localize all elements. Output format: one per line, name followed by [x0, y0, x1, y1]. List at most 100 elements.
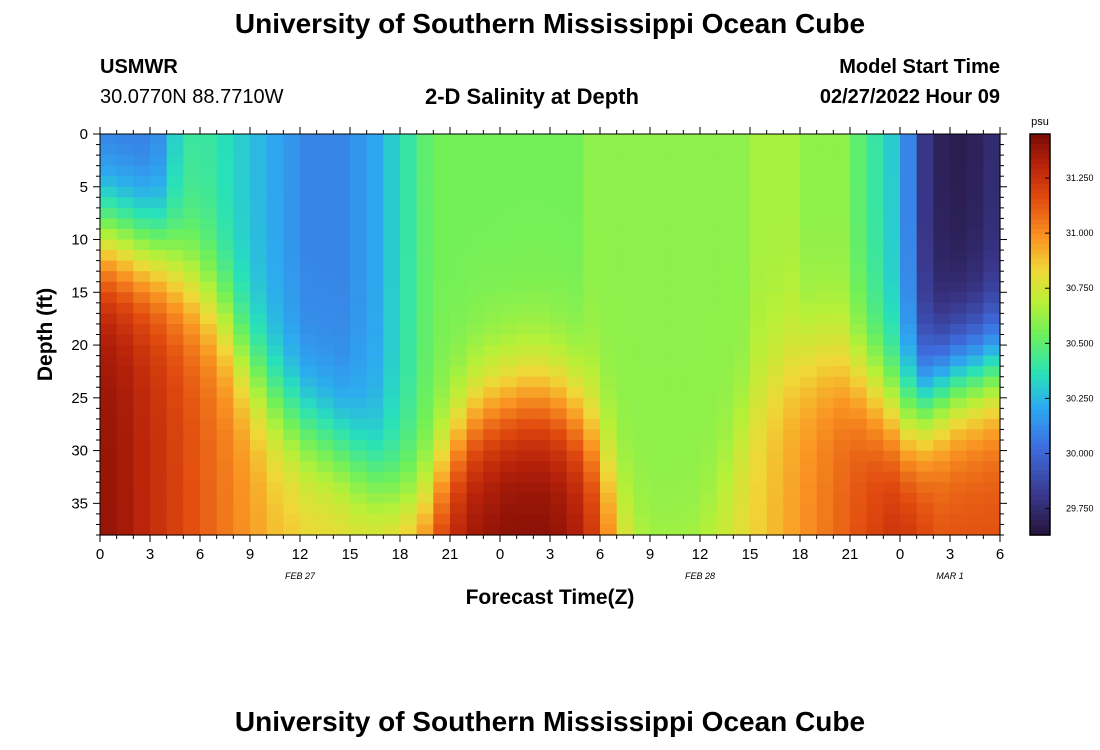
heatmap-cell [600, 461, 618, 473]
heatmap-cell [516, 440, 534, 452]
heatmap-cell [816, 281, 834, 293]
heatmap-cell [300, 218, 318, 230]
heatmap-cell [466, 186, 484, 198]
heatmap-cell [366, 271, 384, 283]
heatmap-cell [216, 313, 234, 325]
heatmap-cell [716, 228, 734, 241]
heatmap-cell [750, 197, 768, 209]
heatmap-cell [766, 260, 784, 272]
heatmap-cell [816, 471, 834, 483]
heatmap-cell [166, 281, 184, 293]
heatmap-cell [516, 397, 534, 409]
heatmap-cell [816, 524, 834, 536]
heatmap-cell [350, 408, 368, 420]
heatmap-cell [183, 513, 201, 526]
heatmap-cell [900, 334, 918, 346]
heatmap-cell [983, 418, 1001, 431]
heatmap-cell [900, 197, 918, 209]
heatmap-cell [133, 513, 151, 526]
heatmap-cell [300, 176, 318, 188]
heatmap-cell [533, 387, 551, 399]
heatmap-cell [550, 165, 568, 177]
heatmap-cell [166, 492, 184, 504]
heatmap-cell [516, 323, 534, 336]
heatmap-cell [216, 144, 234, 156]
heatmap-cell [400, 450, 418, 462]
heatmap-cell [633, 271, 651, 283]
heatmap-cell [216, 492, 234, 504]
heatmap-cell [933, 207, 951, 220]
heatmap-cell [716, 218, 734, 230]
heatmap-cell [233, 524, 251, 536]
heatmap-cell [883, 176, 901, 188]
heatmap-cell [483, 461, 501, 473]
colorbar-segment [1030, 469, 1050, 476]
heatmap-cell [650, 471, 668, 483]
heatmap-cell [716, 334, 734, 346]
colorbar-segment [1030, 154, 1050, 160]
heatmap-cell [683, 218, 701, 230]
colorbar-segment [1030, 164, 1050, 170]
heatmap-cell [683, 155, 701, 167]
heatmap-cell [833, 345, 851, 357]
heatmap-cell [900, 302, 918, 314]
heatmap-cell [533, 134, 551, 146]
heatmap-cell [550, 345, 568, 357]
heatmap-cell [966, 503, 984, 515]
heatmap-cell [116, 408, 134, 420]
heatmap-cell [566, 292, 584, 304]
heatmap-cell [183, 397, 201, 409]
heatmap-cell [850, 186, 868, 198]
heatmap-cell [316, 524, 334, 536]
heatmap-cell [250, 387, 268, 399]
heatmap-cell [666, 281, 684, 293]
heatmap-cell [183, 197, 201, 209]
heatmap-cell [383, 492, 401, 504]
heatmap-cell [900, 429, 918, 441]
heatmap-cell [516, 260, 534, 272]
heatmap-cell [950, 524, 968, 536]
heatmap-cell [650, 397, 668, 409]
heatmap-cell [850, 239, 868, 251]
heatmap-cell [966, 440, 984, 452]
heatmap-cell [616, 440, 634, 452]
heatmap-cell [116, 239, 134, 251]
heatmap-cell [183, 250, 201, 262]
heatmap-cell [216, 155, 234, 167]
heatmap-cell [433, 302, 451, 314]
heatmap-cell [783, 186, 801, 198]
heatmap-cell [433, 323, 451, 336]
heatmap-cell [933, 134, 951, 146]
heatmap-cell [650, 408, 668, 420]
heatmap-cell [416, 345, 434, 357]
heatmap-cell [183, 345, 201, 357]
heatmap-cell [900, 503, 918, 515]
heatmap-cell [833, 482, 851, 494]
heatmap-cell [450, 376, 468, 388]
heatmap-cell [783, 292, 801, 304]
heatmap-cell [350, 461, 368, 473]
heatmap-cell [216, 503, 234, 515]
heatmap-cell [550, 281, 568, 293]
heatmap-cell [883, 207, 901, 220]
heatmap-cell [950, 323, 968, 336]
heatmap-cell [733, 461, 751, 473]
heatmap-cell [150, 134, 168, 146]
heatmap-cell [683, 440, 701, 452]
heatmap-cell [366, 513, 384, 526]
heatmap-cell [666, 503, 684, 515]
heatmap-cell [433, 376, 451, 388]
heatmap-cell [183, 524, 201, 536]
heatmap-cell [866, 176, 884, 188]
heatmap-cell [883, 134, 901, 146]
heatmap-cell [816, 503, 834, 515]
heatmap-cell [516, 313, 534, 325]
heatmap-cell [800, 440, 818, 452]
heatmap-cell [533, 461, 551, 473]
heatmap-cell [983, 323, 1001, 336]
heatmap-cell [400, 397, 418, 409]
heatmap-cell [450, 524, 468, 536]
heatmap-cell [850, 197, 868, 209]
heatmap-cell [466, 228, 484, 241]
heatmap-cell [883, 408, 901, 420]
